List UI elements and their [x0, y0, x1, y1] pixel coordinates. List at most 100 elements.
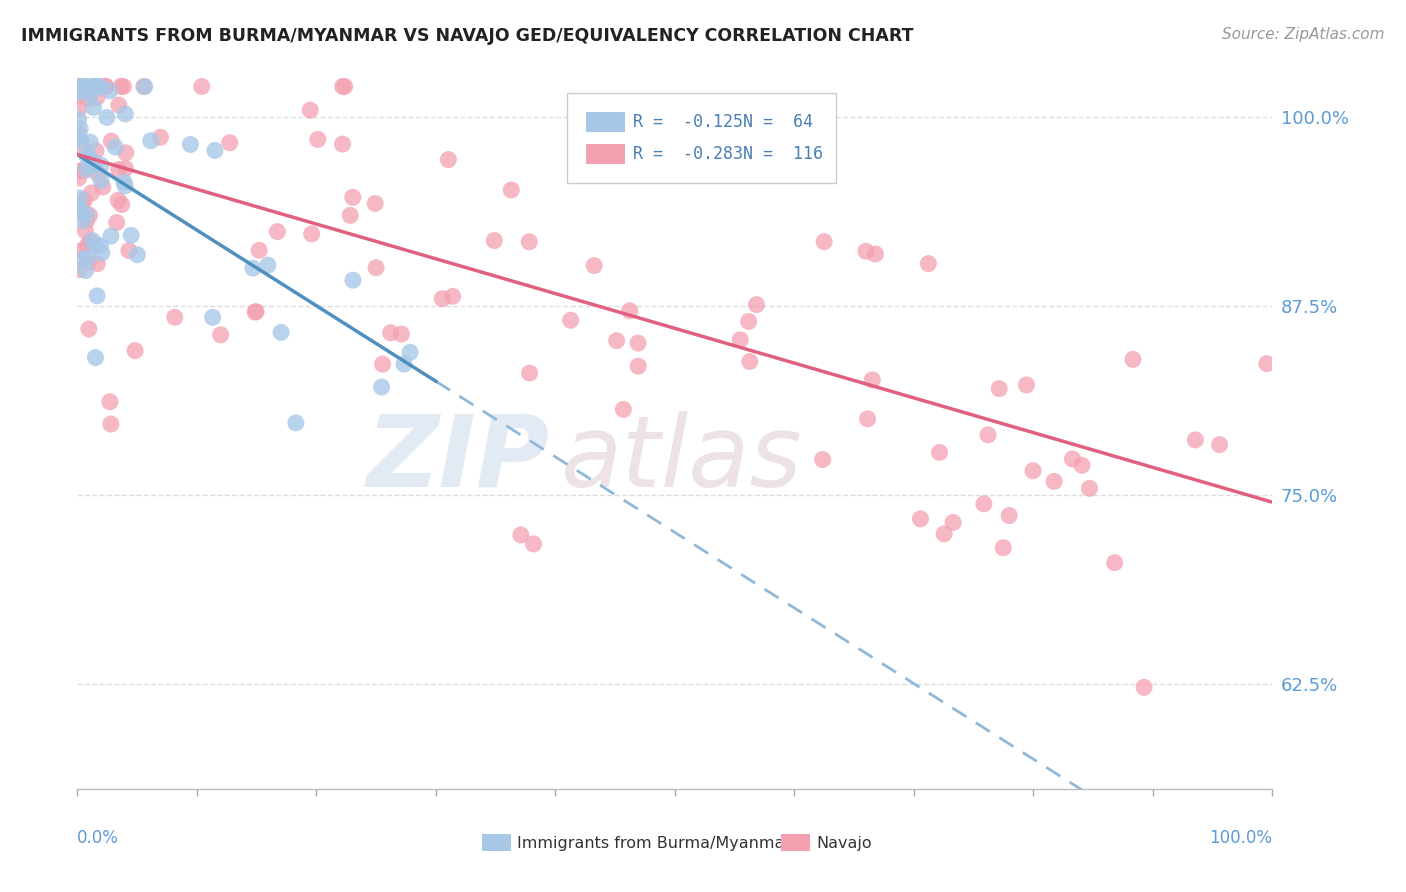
Point [132, 79, 155, 94]
Point [82, 79, 104, 94]
Point [94, 79, 117, 94]
Point [1043, 475, 1066, 489]
Point [612, 402, 634, 417]
Text: Immigrants from Burma/Myanmar: Immigrants from Burma/Myanmar [517, 836, 792, 851]
Point [127, 248, 149, 262]
Point [364, 196, 387, 211]
Point [67, 203, 90, 218]
Point [737, 314, 759, 328]
Point [76, 238, 98, 252]
Point [432, 292, 454, 306]
Point [72, 252, 94, 267]
FancyBboxPatch shape [782, 834, 810, 851]
Point [89, 79, 111, 94]
Point [111, 197, 134, 211]
Point [619, 303, 641, 318]
Point [69, 83, 91, 97]
Point [75, 224, 97, 238]
Point [112, 175, 135, 189]
Point [83, 100, 105, 114]
Point [399, 345, 422, 359]
Point [107, 98, 129, 112]
Point [124, 343, 146, 358]
Point [86, 257, 108, 271]
Point [501, 183, 523, 197]
Point [84, 79, 107, 94]
Point [284, 416, 307, 430]
Point [114, 145, 136, 160]
Point [139, 134, 162, 148]
Point [69, 79, 91, 94]
Point [100, 229, 122, 244]
Point [70, 163, 93, 178]
Point [257, 258, 280, 272]
Point [242, 261, 264, 276]
Point [179, 137, 201, 152]
Point [389, 326, 412, 341]
Point [86, 79, 108, 94]
Point [67, 102, 90, 116]
Text: Navajo: Navajo [815, 836, 872, 851]
Point [105, 215, 128, 229]
Point [813, 235, 835, 249]
Point [1062, 451, 1084, 466]
Point [114, 161, 136, 176]
Point [79, 235, 101, 249]
Point [67, 129, 90, 144]
Point [342, 190, 364, 204]
Point [76, 79, 98, 94]
Point [69, 191, 91, 205]
Text: 0.0%: 0.0% [77, 829, 120, 847]
Point [98, 394, 121, 409]
Point [1208, 437, 1230, 451]
Point [270, 326, 292, 340]
Point [69, 121, 91, 136]
Point [86, 90, 108, 104]
FancyBboxPatch shape [482, 834, 512, 851]
Point [519, 366, 541, 380]
Point [67, 127, 90, 141]
Point [76, 149, 98, 163]
Point [107, 162, 129, 177]
Point [67, 200, 90, 214]
Point [917, 257, 939, 271]
Point [627, 359, 650, 374]
Point [522, 537, 544, 551]
Point [77, 255, 100, 269]
Point [910, 512, 932, 526]
Text: R =  -0.283: R = -0.283 [633, 145, 742, 163]
Point [865, 247, 887, 261]
Point [266, 225, 288, 239]
Point [75, 162, 97, 177]
Text: atlas: atlas [561, 410, 803, 508]
Point [75, 207, 97, 221]
Point [67, 262, 90, 277]
Point [73, 194, 96, 208]
FancyBboxPatch shape [586, 112, 624, 132]
Point [484, 234, 506, 248]
Text: R =  -0.125: R = -0.125 [633, 112, 742, 130]
Point [72, 213, 94, 227]
Point [380, 326, 402, 340]
FancyBboxPatch shape [586, 144, 624, 164]
Point [70, 134, 93, 148]
Point [247, 244, 270, 258]
Point [1078, 481, 1101, 495]
Point [84, 156, 107, 170]
Point [75, 79, 97, 94]
Point [90, 173, 112, 187]
Point [856, 412, 879, 426]
Point [76, 213, 98, 227]
Point [70, 244, 93, 258]
Point [90, 246, 112, 260]
Point [89, 238, 111, 252]
Point [70, 79, 93, 94]
Point [437, 153, 460, 167]
Point [91, 180, 114, 194]
Point [96, 111, 118, 125]
Point [75, 263, 97, 277]
Point [82, 234, 104, 248]
Text: ZIP: ZIP [367, 410, 550, 508]
Point [218, 136, 240, 150]
Point [84, 351, 107, 365]
